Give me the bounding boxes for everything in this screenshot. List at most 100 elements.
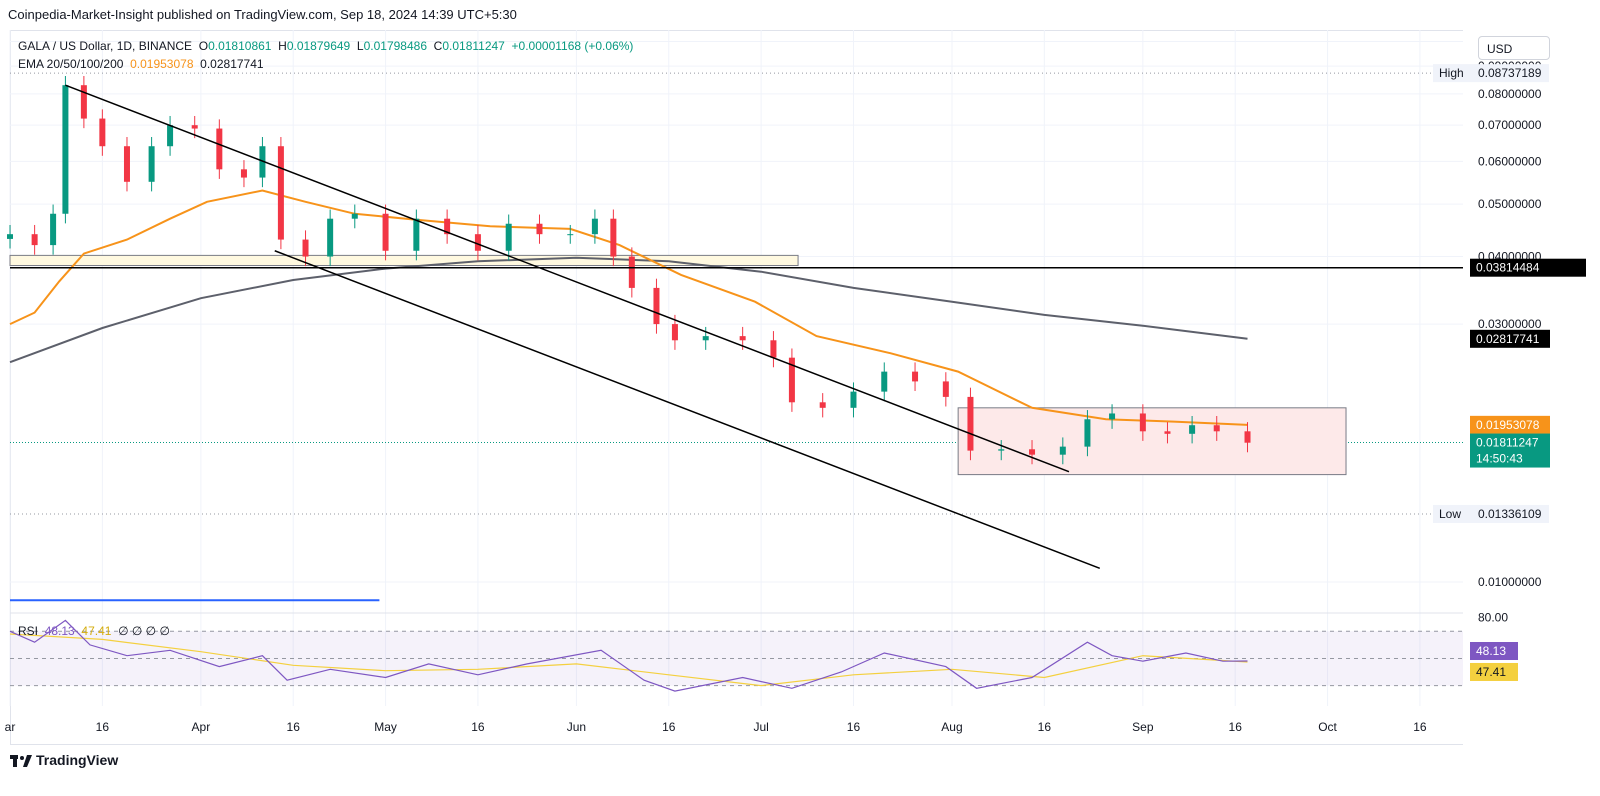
high-value: 0.01879649 — [286, 39, 351, 53]
candle-body[interactable] — [1084, 419, 1091, 447]
ohlc-legend: GALA / US Dollar, 1D, BINANCE O0.0181086… — [18, 39, 633, 53]
candle-body[interactable] — [610, 218, 617, 257]
y-tick-label: 0.08000000 — [1478, 87, 1542, 101]
symbol-title: GALA / US Dollar, 1D, BINANCE — [18, 39, 193, 53]
candle-body[interactable] — [1059, 446, 1066, 455]
x-tick-label: 16 — [471, 720, 485, 734]
candle-body[interactable] — [998, 449, 1005, 451]
candle-body[interactable] — [739, 336, 746, 341]
rsi-tag-value: 47.41 — [1476, 665, 1506, 679]
candle-body[interactable] — [1213, 425, 1220, 432]
x-tick-label: 16 — [662, 720, 676, 734]
trendline[interactable] — [65, 84, 1070, 473]
low-label: L — [356, 39, 364, 53]
candle-body[interactable] — [50, 213, 57, 246]
price-tag-value: 0.01953078 — [1476, 418, 1540, 432]
candle-body[interactable] — [351, 213, 358, 219]
level-value: 0.08737189 — [1478, 66, 1542, 80]
candle-body[interactable] — [819, 402, 826, 408]
candle-body[interactable] — [327, 218, 334, 257]
candle-body[interactable] — [702, 336, 709, 341]
low-value: 0.01798486 — [363, 39, 427, 53]
level-label: Low — [1439, 507, 1461, 521]
rsi-empty-values: ∅ ∅ ∅ ∅ — [118, 624, 170, 638]
candle-body[interactable] — [770, 340, 777, 358]
candle-body[interactable] — [216, 128, 223, 170]
y-tick-label: 0.03000000 — [1478, 317, 1542, 331]
rsi-value: 48.13 — [44, 624, 75, 638]
x-tick-label: 16 — [1413, 720, 1427, 734]
candle-body[interactable] — [1109, 413, 1116, 420]
rsi-line[interactable] — [9, 619, 1248, 692]
ema-fast-line[interactable] — [9, 189, 1248, 426]
tradingview-brand[interactable]: TradingView — [10, 752, 118, 768]
candle-body[interactable] — [912, 371, 919, 382]
x-tick-label: Jul — [753, 720, 768, 734]
tradingview-logo-icon — [10, 755, 32, 768]
x-tick-label: 16 — [1038, 720, 1052, 734]
price-tag — [1470, 433, 1550, 468]
candle-body[interactable] — [62, 85, 69, 214]
x-tick-label: Apr — [192, 720, 211, 734]
close-value: 0.01811247 — [442, 39, 505, 53]
zone-box[interactable] — [957, 407, 1347, 476]
x-tick-label: Aug — [941, 720, 962, 734]
candle-body[interactable] — [413, 218, 420, 251]
rsi-ma-value: 47.41 — [81, 624, 112, 638]
candle-body[interactable] — [31, 234, 38, 246]
candle-body[interactable] — [536, 223, 543, 235]
rsi-label: RSI — [18, 624, 39, 638]
candle-body[interactable] — [302, 239, 309, 257]
zone-box[interactable] — [9, 254, 799, 267]
support-line-value: 0.03814484 — [1476, 261, 1540, 275]
candle-body[interactable] — [1189, 425, 1196, 434]
candle-body[interactable] — [628, 256, 635, 288]
candle-body[interactable] — [123, 146, 130, 182]
y-tick-label: 0.05000000 — [1478, 197, 1542, 211]
candle-body[interactable] — [7, 234, 13, 239]
candle-body[interactable] — [240, 169, 247, 178]
candle-body[interactable] — [1029, 449, 1036, 455]
candle-body[interactable] — [1164, 431, 1171, 434]
x-tick-label: Jun — [567, 720, 586, 734]
candle-body[interactable] — [167, 125, 174, 147]
candle-body[interactable] — [1244, 431, 1251, 443]
candle-body[interactable] — [942, 381, 949, 397]
candle-body[interactable] — [444, 218, 451, 235]
rsi-tag — [1470, 662, 1518, 681]
x-tick-label: Oct — [1318, 720, 1337, 734]
candle-body[interactable] — [382, 213, 389, 251]
candle-body[interactable] — [80, 85, 87, 119]
rsi-legend: RSI 48.13 47.41 ∅ ∅ ∅ ∅ — [18, 624, 170, 638]
ema-slow-line[interactable] — [9, 256, 1248, 364]
trendline[interactable] — [274, 250, 1101, 570]
candle-body[interactable] — [1139, 413, 1146, 432]
candle-body[interactable] — [505, 223, 512, 251]
candle-body[interactable] — [148, 146, 155, 182]
candle-body[interactable] — [671, 324, 678, 341]
candle-body[interactable] — [850, 391, 857, 408]
rsi-ma-line[interactable] — [9, 633, 1248, 687]
support-line-tag — [1470, 258, 1586, 277]
y-tick-label: 0.01000000 — [1478, 575, 1542, 589]
rsi-tick-label: 80.00 — [1478, 611, 1508, 625]
price-tag — [1470, 415, 1550, 434]
candle-body[interactable] — [967, 396, 974, 451]
ema-fast-value: 0.01953078 — [130, 57, 194, 71]
y-tick-label: 0.06000000 — [1478, 154, 1542, 168]
ema-legend: EMA 20/50/100/200 0.01953078 0.02817741 — [18, 57, 264, 71]
candle-body[interactable] — [653, 287, 660, 325]
candle-body[interactable] — [567, 234, 574, 236]
candle-body[interactable] — [191, 125, 198, 129]
currency-button[interactable]: USD — [1478, 36, 1550, 60]
candle-body[interactable] — [474, 234, 481, 251]
candle-body[interactable] — [99, 118, 106, 147]
candle-body[interactable] — [881, 371, 888, 392]
close-label: C — [433, 39, 443, 53]
price-tag — [1470, 329, 1550, 348]
candle-body[interactable] — [591, 218, 598, 235]
candle-body[interactable] — [277, 146, 284, 240]
candle-body[interactable] — [259, 146, 266, 178]
candle-body[interactable] — [788, 357, 795, 403]
